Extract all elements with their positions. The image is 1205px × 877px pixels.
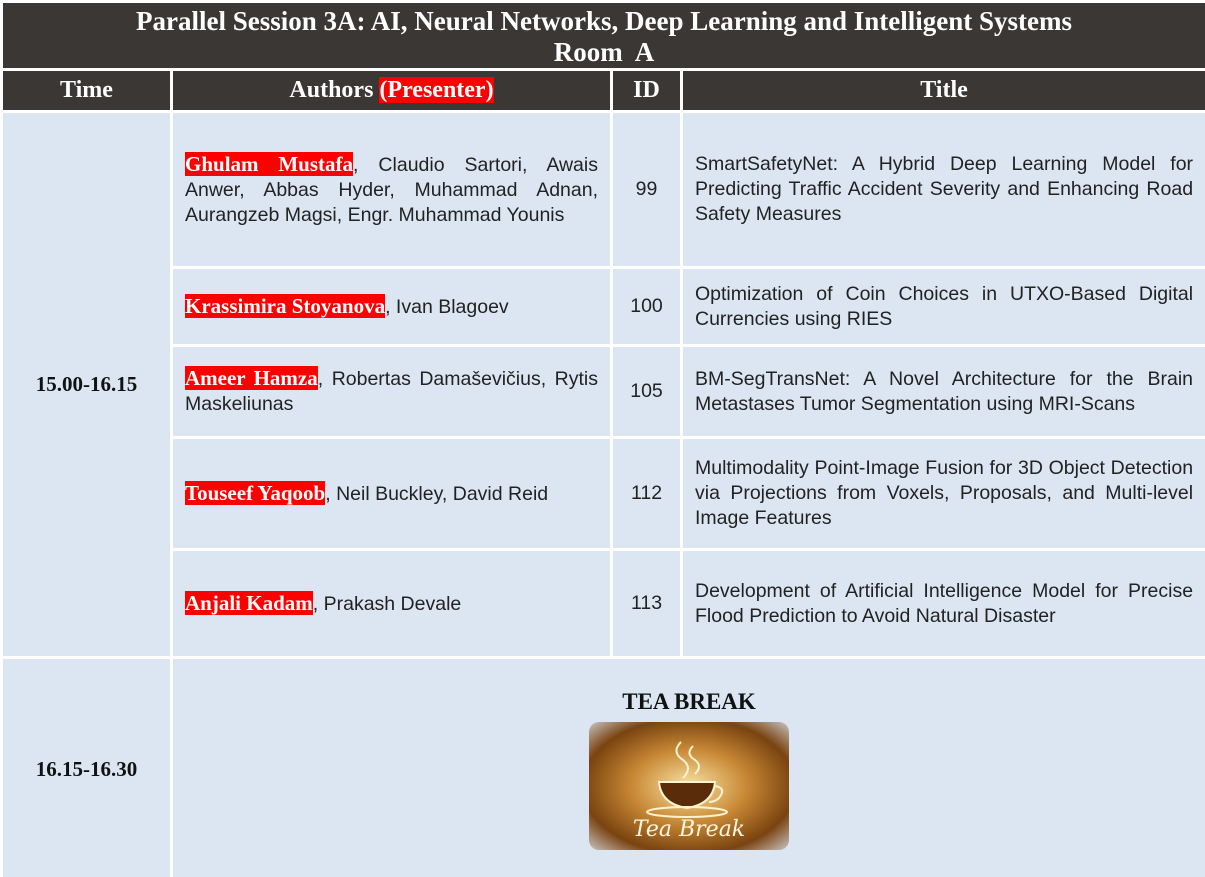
column-header: ID [610,68,683,113]
paper-title: SmartSafetyNet: A Hybrid Deep Learning M… [679,110,1205,269]
paper-id: 100 [610,266,683,347]
presenter: Ghulam Mustafa [185,151,354,176]
break-cell: TEA BREAK Tea Break [169,656,1205,877]
paper-id: 112 [610,436,683,551]
authors: Krassimira Stoyanova, Ivan Blagoev [170,266,613,347]
room: Room A [553,36,655,67]
break-label: TEA BREAK [622,688,756,714]
tea-image-text: Tea Break [632,816,746,842]
title-row: Parallel Session 3A: AI, Neural Networks… [0,0,1205,71]
paper-row: 15.00-16.15 Ghulam Mustafa, Claudio Sarto… [0,110,1205,659]
paper-title: BM-SegTransNet: A Novel Architecture for… [679,344,1205,439]
authors: Ghulam Mustafa, Claudio Sartori, Awais A… [170,110,613,269]
column-header-row: Time Authors (Presenter) ID Title [0,68,1205,113]
paper-row: Touseef Yaqoob, Neil Buckley, David Reid… [2,436,1205,551]
authors: Touseef Yaqoob, Neil Buckley, David Reid [170,436,613,551]
column-header: Time [0,68,173,113]
authors: Ameer Hamza, Robertas Damaševičius, Ryti… [170,344,613,439]
paper-id: 113 [610,548,683,659]
session-title: Parallel Session 3A: AI, Neural Networks… [136,5,1073,36]
presenter: Touseef Yaqoob [185,480,326,505]
coauthors: , Ivan Blagoev [385,295,509,318]
paper-title: Development of Artificial Intelligence M… [679,548,1205,659]
coauthors: , Claudio Sartori, Awais Anwer, Abbas Hy… [185,153,598,226]
tea-image: Tea Break [589,721,790,850]
paper-row: Anjali Kadam, Prakash Devale 113 Developme… [2,548,1205,659]
column-header-text: Authors [289,77,374,103]
presenter-note: (Presenter) [379,77,494,103]
presenter: Krassimira Stoyanova [185,293,386,318]
coauthors: , Neil Buckley, David Reid [325,482,549,505]
paper-title: Multimodality Point-Image Fusion for 3D … [679,436,1205,551]
column-header: Title [679,68,1205,113]
authors: Anjali Kadam, Prakash Devale [170,548,613,659]
paper-id: 105 [610,344,683,439]
paper-title: Optimization of Coin Choices in UTXO-Bas… [679,266,1205,347]
coauthors: , Robertas Damaševičius, Rytis Maskeliun… [185,368,598,415]
break-row: 16.15-16.30 TEA BREAK Tea Break [0,656,1205,877]
presenter: Ameer Hamza [185,366,318,390]
paper-row: Ameer Hamza, Robertas Damaševičius, Ryti… [2,344,1205,439]
time: 16.15-16.30 [0,656,173,877]
table-body: 15.00-16.15 Ghulam Mustafa, Claudio Sarto… [0,110,1205,877]
coauthors: , Prakash Devale [312,592,462,615]
column-header: Authors (Presenter) [170,68,613,113]
time: 15.00-16.15 [0,110,173,659]
tea-cup-icon [646,740,729,818]
presenter: Anjali Kadam [185,590,313,615]
paper-id: 99 [610,110,683,269]
session-header: Parallel Session 3A: AI, Neural Networks… [0,0,1205,71]
paper-row: Krassimira Stoyanova, Ivan Blagoev 100 Opt… [2,266,1205,347]
